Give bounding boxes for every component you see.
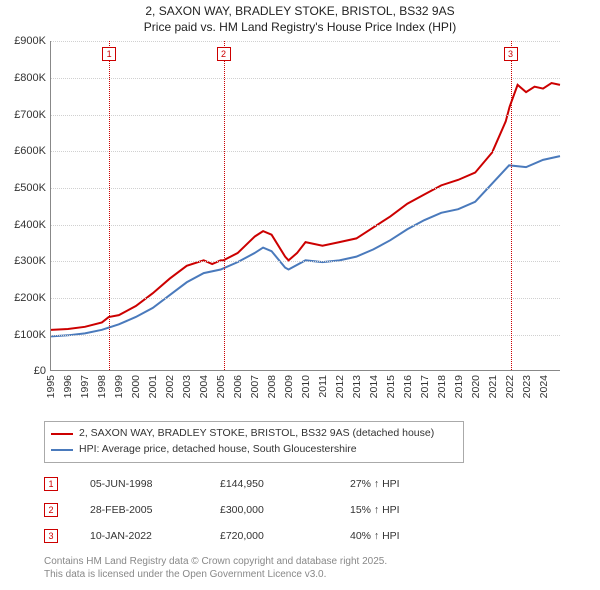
x-tick-label: 1999 [113, 375, 125, 398]
sale-row-price: £300,000 [220, 504, 350, 516]
sale-row-pct: 40% ↑ HPI [350, 530, 470, 542]
y-tick-label: £100K [4, 329, 46, 341]
legend-swatch [51, 449, 73, 451]
x-tick-label: 1995 [45, 375, 57, 398]
gridline-h [51, 78, 560, 79]
sale-marker-badge: 3 [504, 47, 518, 61]
x-tick-label: 2016 [402, 375, 414, 398]
gridline-h [51, 335, 560, 336]
gridline-h [51, 188, 560, 189]
y-tick-label: £700K [4, 109, 46, 121]
attribution: Contains HM Land Registry data © Crown c… [44, 555, 592, 582]
x-tick-label: 2008 [266, 375, 278, 398]
gridline-h [51, 225, 560, 226]
legend: 2, SAXON WAY, BRADLEY STOKE, BRISTOL, BS… [44, 421, 464, 463]
x-tick-label: 2004 [198, 375, 210, 398]
x-tick-label: 2003 [181, 375, 193, 398]
chart-title-block: 2, SAXON WAY, BRADLEY STOKE, BRISTOL, BS… [0, 0, 600, 37]
sale-row-price: £144,950 [220, 478, 350, 490]
y-tick-label: £400K [4, 219, 46, 231]
sale-marker-badge: 1 [102, 47, 116, 61]
x-tick-label: 1998 [96, 375, 108, 398]
y-tick-label: £200K [4, 292, 46, 304]
gridline-h [51, 151, 560, 152]
y-tick-label: £600K [4, 145, 46, 157]
x-tick-label: 2010 [300, 375, 312, 398]
gridline-h [51, 115, 560, 116]
sale-row-date: 28-FEB-2005 [90, 504, 220, 516]
sale-row-pct: 27% ↑ HPI [350, 478, 470, 490]
legend-label: HPI: Average price, detached house, Sout… [79, 442, 357, 458]
x-tick-label: 2012 [334, 375, 346, 398]
sale-row-badge: 3 [44, 529, 58, 543]
y-tick-label: £800K [4, 72, 46, 84]
legend-row: 2, SAXON WAY, BRADLEY STOKE, BRISTOL, BS… [51, 426, 457, 442]
x-tick-label: 2006 [232, 375, 244, 398]
y-tick-label: £500K [4, 182, 46, 194]
gridline-h [51, 261, 560, 262]
x-tick-label: 2019 [453, 375, 465, 398]
x-tick-label: 2002 [164, 375, 176, 398]
series-line-hpi [51, 156, 560, 336]
x-tick-label: 2018 [436, 375, 448, 398]
legend-row: HPI: Average price, detached house, Sout… [51, 442, 457, 458]
x-tick-label: 2011 [317, 375, 329, 398]
sale-marker-line [224, 41, 225, 370]
sale-marker-line [109, 41, 110, 370]
x-tick-label: 1996 [62, 375, 74, 398]
x-tick-label: 2015 [385, 375, 397, 398]
legend-label: 2, SAXON WAY, BRADLEY STOKE, BRISTOL, BS… [79, 426, 434, 442]
attribution-line-1: Contains HM Land Registry data © Crown c… [44, 555, 592, 569]
legend-swatch [51, 433, 73, 435]
x-tick-label: 2001 [147, 375, 159, 398]
x-tick-label: 2020 [470, 375, 482, 398]
gridline-h [51, 41, 560, 42]
sale-row-badge: 1 [44, 477, 58, 491]
gridline-h [51, 298, 560, 299]
x-tick-label: 2022 [504, 375, 516, 398]
plot-region: 1 2 3 [50, 41, 560, 371]
sale-marker-line [511, 41, 512, 370]
sale-row-date: 05-JUN-1998 [90, 478, 220, 490]
x-tick-label: 2024 [538, 375, 550, 398]
y-tick-label: £900K [4, 35, 46, 47]
series-line-price_paid [51, 83, 560, 330]
sale-marker-badge: 2 [217, 47, 231, 61]
sales-data-table: 1 05-JUN-1998£144,95027% ↑ HPI 2 28-FEB-200… [44, 471, 592, 549]
x-tick-label: 2007 [249, 375, 261, 398]
x-tick-label: 1997 [79, 375, 91, 398]
y-tick-label: £0 [4, 365, 46, 377]
sale-row: 3 10-JAN-2022£720,00040% ↑ HPI [44, 523, 592, 549]
title-line-1: 2, SAXON WAY, BRADLEY STOKE, BRISTOL, BS… [8, 4, 592, 20]
title-line-2: Price paid vs. HM Land Registry's House … [8, 20, 592, 36]
attribution-line-2: This data is licensed under the Open Gov… [44, 568, 592, 582]
sale-row-price: £720,000 [220, 530, 350, 542]
x-tick-label: 2000 [130, 375, 142, 398]
x-tick-label: 2023 [521, 375, 533, 398]
sale-row-badge: 2 [44, 503, 58, 517]
x-tick-label: 2005 [215, 375, 227, 398]
x-tick-label: 2017 [419, 375, 431, 398]
x-tick-label: 2009 [283, 375, 295, 398]
sale-row: 1 05-JUN-1998£144,95027% ↑ HPI [44, 471, 592, 497]
y-tick-label: £300K [4, 255, 46, 267]
x-tick-label: 2021 [487, 375, 499, 398]
chart-area: £0 £100K £200K £300K £400K £500K £600K £700K £80… [6, 37, 566, 417]
sale-row-date: 10-JAN-2022 [90, 530, 220, 542]
sale-row-pct: 15% ↑ HPI [350, 504, 470, 516]
x-tick-label: 2013 [351, 375, 363, 398]
x-tick-label: 2014 [368, 375, 380, 398]
chart-lines-svg [51, 41, 560, 370]
sale-row: 2 28-FEB-2005£300,00015% ↑ HPI [44, 497, 592, 523]
